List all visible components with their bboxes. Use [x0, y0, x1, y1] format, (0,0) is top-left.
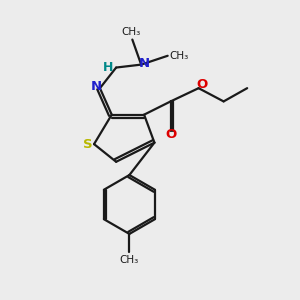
Text: S: S [83, 138, 92, 151]
Text: N: N [91, 80, 102, 93]
Text: N: N [139, 57, 150, 70]
Text: O: O [166, 128, 177, 141]
Text: CH₃: CH₃ [121, 27, 140, 37]
Text: H: H [103, 61, 113, 74]
Text: CH₃: CH₃ [120, 255, 139, 265]
Text: CH₃: CH₃ [169, 51, 188, 61]
Text: O: O [196, 78, 207, 91]
